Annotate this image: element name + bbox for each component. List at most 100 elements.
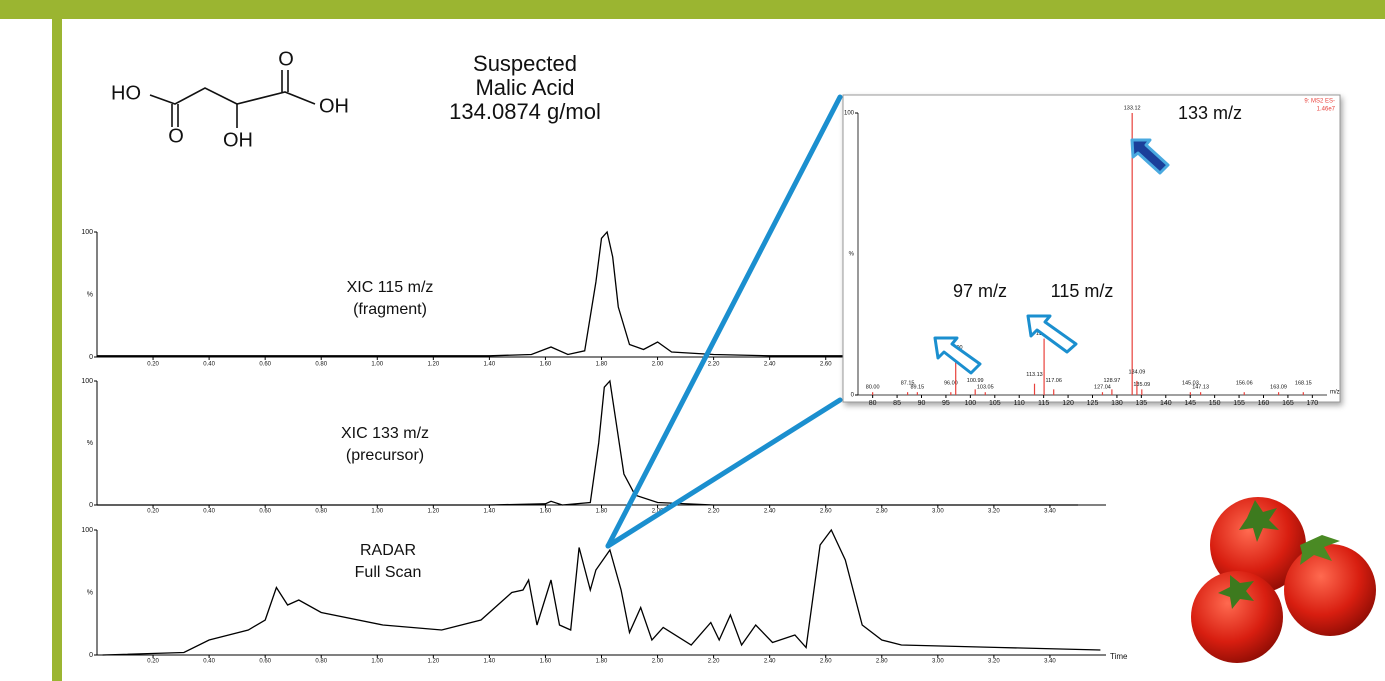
x-tick-label: 2.00 xyxy=(652,509,664,515)
peak-label: 168.15 xyxy=(1295,381,1312,387)
x-tick-label: 95 xyxy=(942,400,950,407)
x-tick-label: 1.80 xyxy=(596,509,608,515)
y-axis-label: % xyxy=(87,291,93,298)
tomato xyxy=(1284,544,1376,636)
zoom-line xyxy=(605,94,843,549)
x-tick-label: 1.20 xyxy=(427,659,439,665)
y-axis-label: % xyxy=(849,252,855,258)
trace-label: Full Scan xyxy=(355,564,422,581)
atom-label: OH xyxy=(319,95,349,117)
x-tick-label: 3.20 xyxy=(988,509,1000,515)
x-tick-label: 2.80 xyxy=(876,509,888,515)
atom-label: O xyxy=(278,48,294,70)
peak-label: 156.06 xyxy=(1236,381,1253,387)
tomato xyxy=(1191,571,1283,663)
peak xyxy=(1141,389,1143,395)
peak xyxy=(916,392,918,395)
peak xyxy=(1200,392,1202,395)
y-axis-label: % xyxy=(87,589,93,596)
stem xyxy=(1239,500,1279,542)
peak xyxy=(1131,113,1133,395)
x-tick-label: 1.80 xyxy=(596,362,608,368)
spectrum-header: 1.46e7 xyxy=(1317,107,1336,113)
x-tick-label: 2.20 xyxy=(708,362,720,368)
peak-label: 80.00 xyxy=(866,385,880,391)
peak xyxy=(1136,380,1138,395)
peak-label: 134.09 xyxy=(1128,369,1145,375)
trace xyxy=(102,528,1101,656)
trace-label: (fragment) xyxy=(353,301,427,318)
trace-label: RADAR xyxy=(360,542,416,559)
x-tick-label: 85 xyxy=(893,400,901,407)
x-tick-label: 1.60 xyxy=(540,659,552,665)
x-tick-label: 140 xyxy=(1160,400,1172,407)
peak-annotation: 133 m/z xyxy=(1178,103,1242,123)
zoom-lines xyxy=(605,94,843,549)
x-tick-label: 0.60 xyxy=(259,509,271,515)
x-tick-label: 150 xyxy=(1209,400,1221,407)
x-tick-label: 2.40 xyxy=(764,659,776,665)
x-tick-label: 1.40 xyxy=(484,509,496,515)
peak xyxy=(984,392,986,395)
y-tick-label: 100 xyxy=(81,527,93,534)
y-tick-label: 0 xyxy=(89,652,93,659)
x-tick-label: 0.60 xyxy=(259,362,271,368)
stem xyxy=(1218,575,1254,609)
x-tick-label: 1.00 xyxy=(371,362,383,368)
arrows xyxy=(933,138,1170,375)
peak xyxy=(906,392,909,395)
peak-label: 87.15 xyxy=(901,381,915,387)
x-tick-label: 0.80 xyxy=(315,659,327,665)
x-tick-label: 1.20 xyxy=(427,362,439,368)
y-axis-label: % xyxy=(87,440,93,447)
peak-label: 147.13 xyxy=(1192,385,1209,391)
x-tick-label: 1.40 xyxy=(484,659,496,665)
x-tick-label: 2.60 xyxy=(820,509,832,515)
title-line: Malic Acid xyxy=(475,75,574,100)
x-tick-label: 0.40 xyxy=(203,362,215,368)
peak xyxy=(1043,338,1045,395)
x-tick-label: 2.00 xyxy=(652,659,664,665)
x-tick-label: 2.60 xyxy=(820,362,832,368)
peak-label: 89.15 xyxy=(910,385,924,391)
x-tick-label: 2.80 xyxy=(876,659,888,665)
x-tick-label: 125 xyxy=(1087,400,1099,407)
frame-top xyxy=(0,0,1385,19)
x-axis-label: Time xyxy=(1110,652,1128,661)
x-tick-label: 1.80 xyxy=(596,659,608,665)
x-tick-label: 3.40 xyxy=(1044,509,1056,515)
arrow xyxy=(933,336,982,375)
peak-label: 135.09 xyxy=(1133,382,1150,388)
x-tick-label: 3.40 xyxy=(1044,659,1056,665)
x-tick-label: 1.00 xyxy=(371,659,383,665)
x-tick-label: 120 xyxy=(1062,400,1074,407)
chromatograms: 0 100% 0.20 0.40 0.60 0.80 1.00 1.20 1.40 1.60 1.8… xyxy=(81,229,1128,665)
x-tick-label: 3.20 xyxy=(988,659,1000,665)
peak-label: 103.05 xyxy=(977,385,994,391)
peak xyxy=(950,392,952,395)
peak xyxy=(1243,392,1245,395)
x-tick-label: 3.00 xyxy=(932,659,944,665)
peak-label: 117.06 xyxy=(1045,378,1061,384)
x-tick-label: 2.00 xyxy=(652,362,664,368)
tomato xyxy=(1210,497,1306,593)
x-tick-label: 160 xyxy=(1258,400,1270,407)
x-tick-label: 0.80 xyxy=(315,509,327,515)
peak-label: 113.13 xyxy=(1026,372,1042,378)
y-tick-label: 100 xyxy=(81,229,93,236)
arrow xyxy=(1026,314,1078,354)
molecule xyxy=(149,70,316,128)
spectrum-header: 9: MS2 ES- xyxy=(1304,99,1335,105)
x-tick-label: 1.60 xyxy=(540,509,552,515)
x-tick-label: 105 xyxy=(989,400,1001,407)
x-tick-label: 2.20 xyxy=(708,659,720,665)
y-tick-label: 100 xyxy=(844,111,855,117)
atom-label: HO xyxy=(111,82,141,104)
x-tick-label: 0.20 xyxy=(147,659,159,665)
x-tick-label: 2.60 xyxy=(820,659,832,665)
peak xyxy=(1189,392,1191,395)
x-axis-label: m/z xyxy=(1330,390,1340,396)
peak xyxy=(872,392,874,395)
atom-label: OH xyxy=(223,129,253,151)
